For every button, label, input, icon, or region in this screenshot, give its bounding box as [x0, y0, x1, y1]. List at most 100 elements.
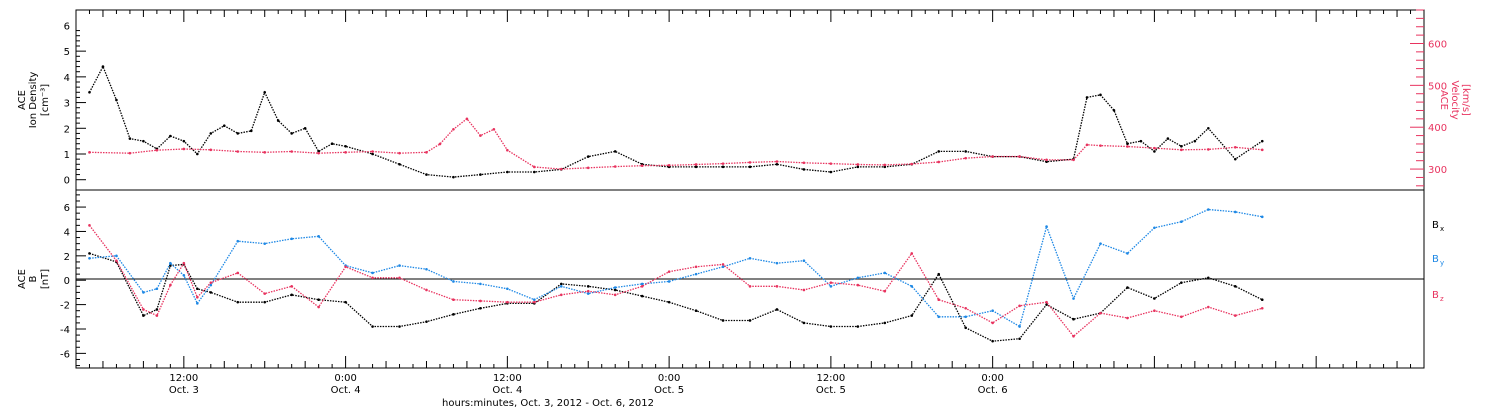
top-left-ytick-label: 3: [64, 99, 70, 110]
point-density: [1207, 126, 1210, 130]
point-velocity: [533, 165, 536, 169]
point-By: [452, 280, 455, 283]
point-By: [640, 282, 644, 286]
point-density: [1139, 139, 1143, 143]
point-density: [586, 155, 590, 158]
point-velocity: [452, 128, 455, 131]
legend-by-base: B: [1432, 254, 1439, 265]
bottom-panel-series: [88, 208, 1264, 343]
point-velocity: [317, 151, 320, 155]
point-density: [1260, 139, 1264, 143]
point-velocity: [1126, 145, 1129, 148]
legend-bz-sub: z: [1440, 295, 1444, 303]
x-tick-label-date: Oct. 6: [978, 385, 1008, 396]
point-Bz: [196, 295, 199, 299]
point-density: [196, 152, 199, 156]
point-By: [155, 287, 159, 291]
series-By-trace: [89, 208, 1263, 328]
point-Bz: [344, 265, 347, 269]
point-Bz: [263, 292, 267, 295]
bottom-left-ylabel-line2: B: [28, 275, 39, 282]
point-Bx: [290, 293, 293, 297]
point-By: [856, 276, 860, 280]
bottom-yaxis-ticks: -6 -4 -2 0 2 4 6: [60, 194, 86, 367]
point-Bx: [344, 300, 347, 304]
x-tick-label-date: Oct. 4: [492, 385, 522, 396]
x-tick-label-date: Oct. 3: [169, 385, 199, 396]
point-Bx: [829, 325, 833, 328]
point-density: [1085, 96, 1089, 99]
point-Bz: [1153, 309, 1156, 312]
point-Bz: [829, 281, 833, 284]
point-By: [1233, 210, 1237, 214]
point-By: [721, 265, 725, 269]
point-By: [775, 261, 779, 265]
top-right-ytick-label: 400: [1428, 123, 1447, 134]
point-By: [196, 302, 199, 305]
point-density: [802, 168, 806, 171]
point-By: [236, 239, 240, 243]
point-By: [1126, 252, 1129, 255]
point-density: [371, 152, 374, 156]
point-Bx: [425, 320, 428, 323]
point-Bz: [533, 300, 536, 304]
legend-bx: B x: [1432, 220, 1444, 233]
point-density: [479, 173, 482, 176]
point-velocity: [236, 150, 240, 153]
point-Bz: [1260, 306, 1264, 310]
point-velocity: [667, 164, 671, 167]
top-left-ylabel-line1: ACE: [17, 90, 28, 110]
point-density: [937, 150, 941, 153]
point-Bz: [910, 252, 914, 255]
point-By: [263, 242, 267, 245]
point-velocity: [290, 150, 293, 153]
point-velocity: [964, 156, 967, 160]
point-By: [1072, 297, 1075, 300]
point-density: [263, 90, 267, 94]
point-velocity: [1018, 155, 1021, 158]
top-right-ylabel-line3: [km/s]: [1460, 84, 1471, 116]
point-velocity: [640, 164, 644, 168]
point-velocity: [991, 155, 994, 158]
legend-bz-base: B: [1432, 290, 1439, 301]
point-Bx: [775, 308, 779, 311]
point-density: [249, 129, 253, 133]
point-velocity: [775, 160, 779, 163]
series-velocity-trace: [89, 117, 1263, 170]
point-Bx: [88, 252, 91, 255]
point-Bx: [1207, 276, 1210, 280]
point-By: [1153, 226, 1156, 230]
point-velocity: [344, 151, 347, 154]
point-Bz: [1233, 314, 1237, 317]
point-Bz: [721, 263, 725, 266]
point-density: [398, 162, 401, 166]
point-Bx: [452, 313, 455, 316]
top-left-ytick-label: 5: [64, 47, 70, 58]
point-velocity: [1085, 143, 1089, 147]
top-panel-series: [88, 65, 1264, 179]
top-left-ylabel-line3: [cm⁻³]: [40, 84, 51, 116]
point-Bz: [506, 300, 509, 304]
point-By: [1099, 242, 1102, 245]
point-By: [479, 282, 482, 286]
point-velocity: [506, 148, 509, 152]
x-tick-label-time: 12:00: [816, 373, 845, 384]
point-density: [169, 134, 172, 138]
top-right-ytick-label: 600: [1428, 39, 1447, 50]
point-Bz: [1045, 300, 1048, 304]
point-velocity: [586, 166, 590, 170]
point-density: [88, 90, 91, 94]
point-By: [586, 292, 590, 295]
point-By: [425, 267, 428, 271]
bottom-ytick-label: 6: [64, 203, 70, 214]
point-Bx: [317, 298, 320, 302]
point-Bz: [182, 261, 186, 265]
point-density: [1045, 160, 1048, 164]
point-By: [1018, 325, 1021, 328]
point-velocity: [829, 162, 833, 165]
point-Bz: [1126, 316, 1129, 320]
point-density: [829, 170, 833, 174]
point-density: [748, 165, 752, 169]
point-Bx: [991, 339, 994, 343]
